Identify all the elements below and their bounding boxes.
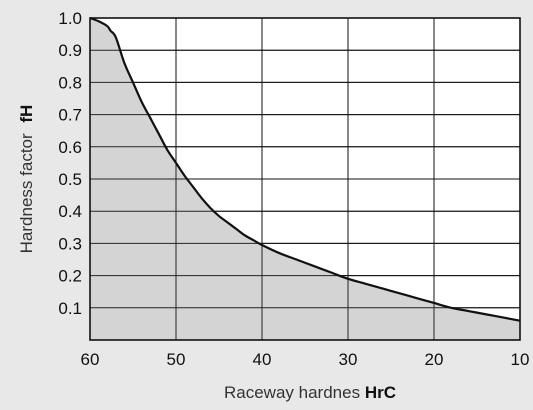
y-axis-title: Hardness factor fH	[17, 105, 36, 254]
x-axis-unit: HrC	[365, 383, 396, 402]
y-tick-label: 0.2	[58, 267, 82, 286]
x-tick-label: 40	[253, 350, 272, 369]
x-axis-label: Raceway hardnes	[224, 383, 360, 402]
plot-frame	[89, 17, 521, 341]
hardness-curve-line	[89, 16, 521, 322]
y-tick-label: 0.6	[58, 138, 82, 157]
x-tick-label: 30	[339, 350, 358, 369]
y-axis-label: Hardness factor	[17, 133, 36, 253]
y-tick-label: 1.0	[58, 9, 82, 28]
x-axis-title: Raceway hardnes HrC	[224, 383, 396, 402]
x-tick-label: 60	[81, 350, 100, 369]
y-tick-label: 0.7	[58, 106, 82, 125]
y-tick-label: 0.9	[58, 41, 82, 60]
y-tick-label: 0.4	[58, 202, 82, 221]
x-tick-labels: 60 50 40 30 20 10	[81, 350, 530, 369]
curve-area-fill	[90, 18, 520, 340]
x-tick-label: 50	[167, 350, 186, 369]
y-tick-label: 0.1	[58, 299, 82, 318]
x-tick-label: 10	[511, 350, 530, 369]
y-tick-label: 0.5	[58, 170, 82, 189]
y-tick-label: 0.8	[58, 73, 82, 92]
y-axis-symbol: fH	[17, 105, 36, 123]
x-tick-label: 20	[425, 350, 444, 369]
y-tick-labels: 1.0 0.9 0.8 0.7 0.6 0.5 0.4 0.3 0.2 0.1	[58, 9, 82, 318]
y-tick-label: 0.3	[58, 234, 82, 253]
